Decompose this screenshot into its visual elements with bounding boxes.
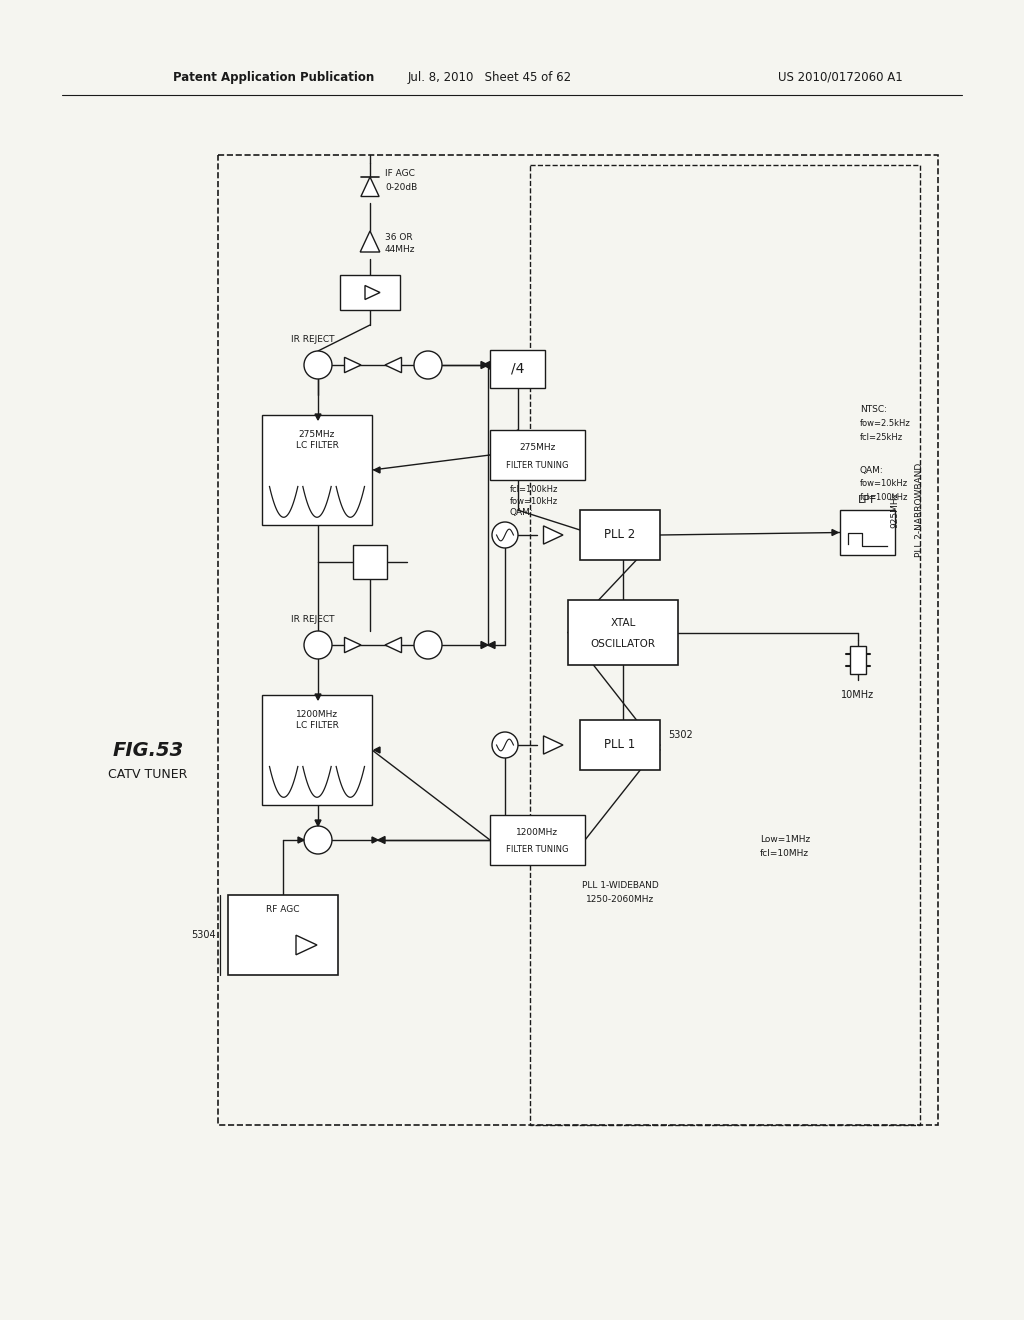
Polygon shape: [360, 177, 379, 197]
Bar: [580, 719, 660, 770]
Text: Jul. 8, 2010   Sheet 45 of 62: Jul. 8, 2010 Sheet 45 of 62: [408, 70, 572, 83]
Text: PLL 1: PLL 1: [604, 738, 636, 751]
Text: /4: /4: [511, 362, 524, 376]
Text: fow=2.5kHz: fow=2.5kHz: [860, 420, 910, 429]
Circle shape: [492, 733, 518, 758]
Text: 1200MHz: 1200MHz: [516, 828, 558, 837]
Circle shape: [304, 351, 332, 379]
Bar: [340, 275, 400, 310]
Text: CATV TUNER: CATV TUNER: [109, 768, 187, 781]
Polygon shape: [372, 837, 378, 843]
Bar: [218, 154, 938, 1125]
Polygon shape: [374, 747, 380, 752]
Polygon shape: [544, 525, 563, 544]
Bar: [262, 696, 372, 805]
Text: 5304: 5304: [191, 931, 216, 940]
Polygon shape: [831, 529, 838, 536]
Polygon shape: [296, 935, 317, 954]
Polygon shape: [385, 638, 401, 652]
Text: fow=10kHz: fow=10kHz: [510, 496, 558, 506]
Text: fcl=100kHz: fcl=100kHz: [860, 494, 908, 503]
Text: LC FILTER: LC FILTER: [296, 721, 339, 730]
Polygon shape: [374, 467, 380, 473]
Polygon shape: [315, 820, 321, 826]
Text: US 2010/0172060 A1: US 2010/0172060 A1: [777, 70, 902, 83]
Text: OSCILLATOR: OSCILLATOR: [591, 639, 655, 649]
Bar: [530, 165, 920, 1125]
Text: fcl=25kHz: fcl=25kHz: [860, 433, 903, 442]
Bar: [490, 814, 585, 865]
Polygon shape: [483, 362, 490, 368]
Text: RF AGC: RF AGC: [266, 906, 300, 915]
Text: QAM:: QAM:: [510, 508, 534, 517]
Text: 5302: 5302: [668, 730, 693, 741]
Polygon shape: [344, 358, 361, 372]
Text: QAM:: QAM:: [860, 466, 884, 474]
Text: FIG.53: FIG.53: [113, 741, 183, 759]
Text: 10MHz: 10MHz: [842, 690, 874, 700]
Text: FILTER TUNING: FILTER TUNING: [506, 846, 568, 854]
Text: PLL 1-WIDEBAND: PLL 1-WIDEBAND: [582, 880, 658, 890]
Bar: [353, 545, 387, 579]
Polygon shape: [385, 358, 401, 372]
Polygon shape: [315, 414, 321, 420]
Text: LPF: LPF: [858, 495, 878, 506]
Bar: [262, 414, 372, 525]
Text: XTAL: XTAL: [610, 618, 636, 628]
Text: PLL 2-NARROWBAND: PLL 2-NARROWBAND: [915, 463, 925, 557]
Circle shape: [304, 826, 332, 854]
Bar: [850, 645, 866, 675]
Text: fcl=100kHz: fcl=100kHz: [510, 484, 558, 494]
Text: FILTER TUNING: FILTER TUNING: [506, 461, 568, 470]
Polygon shape: [544, 737, 563, 754]
Text: IR REJECT: IR REJECT: [291, 615, 335, 624]
Polygon shape: [315, 694, 321, 700]
Circle shape: [492, 521, 518, 548]
Text: 44MHz: 44MHz: [385, 246, 416, 255]
Polygon shape: [488, 642, 495, 648]
Text: fcl=10MHz: fcl=10MHz: [760, 850, 809, 858]
Text: IR REJECT: IR REJECT: [291, 335, 335, 345]
Text: IF AGC: IF AGC: [385, 169, 415, 177]
Polygon shape: [365, 285, 380, 300]
Polygon shape: [360, 231, 380, 252]
Text: 1200MHz: 1200MHz: [296, 710, 338, 719]
Bar: [580, 510, 660, 560]
Text: 1250-2060MHz: 1250-2060MHz: [586, 895, 654, 904]
Text: Patent Application Publication: Patent Application Publication: [173, 70, 374, 83]
Text: 275MHz: 275MHz: [299, 430, 335, 440]
Text: fow=10kHz: fow=10kHz: [860, 479, 908, 488]
Text: 0-20dB: 0-20dB: [385, 182, 417, 191]
Bar: [568, 601, 678, 665]
Polygon shape: [481, 362, 488, 368]
Text: Low=1MHz: Low=1MHz: [760, 836, 810, 845]
Bar: [490, 350, 545, 388]
Bar: [228, 895, 338, 975]
Polygon shape: [344, 638, 361, 652]
Text: 275MHz: 275MHz: [519, 444, 556, 451]
Text: NTSC:: NTSC:: [860, 405, 887, 414]
Text: PLL 2: PLL 2: [604, 528, 636, 541]
Circle shape: [414, 351, 442, 379]
Text: 925MHz: 925MHz: [891, 492, 899, 528]
Polygon shape: [298, 837, 304, 843]
Circle shape: [414, 631, 442, 659]
Circle shape: [304, 631, 332, 659]
Polygon shape: [481, 642, 488, 648]
Bar: [490, 430, 585, 480]
Bar: [840, 510, 895, 554]
Text: 36 OR: 36 OR: [385, 232, 413, 242]
Polygon shape: [378, 837, 385, 843]
Text: LC FILTER: LC FILTER: [296, 441, 339, 450]
